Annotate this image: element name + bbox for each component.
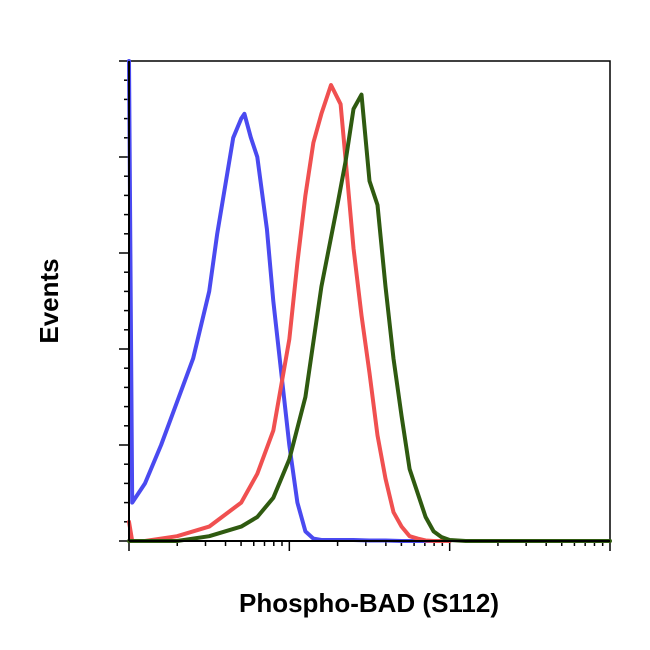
y-axis-label: Events [34,258,64,343]
y-axis-ticks [119,60,129,542]
plot-frame [128,60,611,542]
series-layer [127,59,612,543]
series-line-3 [127,92,612,543]
series-line-2 [127,83,452,543]
x-axis-label: Phospho-BAD (S112) [239,588,499,618]
series-line-1 [127,59,452,543]
